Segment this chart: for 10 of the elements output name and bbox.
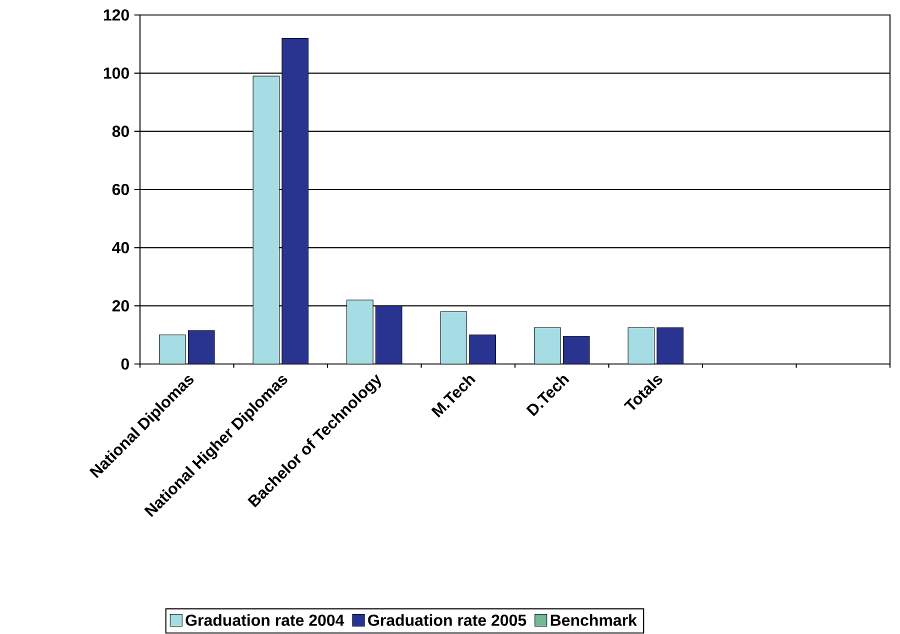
y-tick-label: 120 (104, 10, 129, 21)
legend-label: Benchmark (550, 614, 637, 626)
y-tick-label: 0 (121, 358, 129, 370)
y-tick-label: 20 (112, 300, 129, 312)
y-tick-label: 40 (112, 242, 129, 254)
y-tick-label: 60 (112, 184, 129, 196)
legend-label: Graduation rate 2004 (186, 614, 344, 626)
y-tick-label: 80 (112, 126, 129, 138)
legend-label: Graduation rate 2005 (368, 614, 526, 626)
y-tick-label: 100 (104, 68, 129, 79)
